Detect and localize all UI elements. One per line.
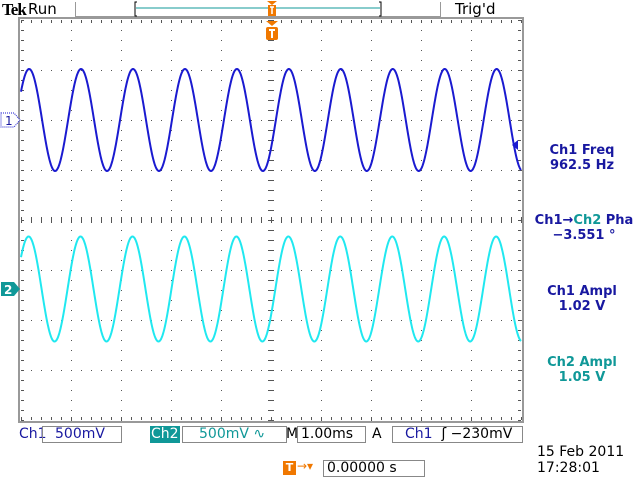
record-view-bar (134, 1, 382, 17)
timebase-prefix: M (286, 426, 299, 442)
ch2-waveform (20, 235, 522, 343)
bandwidth-limit-icon: ∿ (253, 426, 266, 442)
trigger-setting[interactable]: Ch1 ʃ −230mV (392, 426, 523, 443)
timebase-scale[interactable]: 1.00ms (297, 426, 366, 443)
measurement-ch1-ampl: Ch1 Ampl 1.02 V (547, 284, 617, 314)
arrow-icon: →▾ (297, 459, 314, 473)
trigger-marker-icon: T (283, 461, 296, 475)
ch1-label[interactable]: Ch1 (19, 426, 47, 442)
measurement-ch2-ampl: Ch2 Ampl 1.05 V (547, 355, 617, 385)
ch2-scale[interactable]: 500mV ∿ (182, 426, 287, 443)
ch1-waveform (20, 67, 522, 173)
ch2-ground-marker[interactable]: 2 (1, 282, 20, 297)
record-bracket (134, 1, 382, 17)
tek-logo: Tek (2, 0, 27, 19)
date: 15 Feb 2011 (537, 444, 625, 460)
measurement-ch1-freq: Ch1 Freq 962.5 Hz (549, 143, 615, 173)
trigger-status: Trig'd (455, 0, 496, 18)
svg-text:1: 1 (5, 114, 13, 128)
divider (440, 2, 441, 17)
divider (75, 2, 76, 17)
measurement-phase: Ch1→Ch2 Pha −3.551 ° (534, 213, 634, 243)
ch2-label[interactable]: Ch2 (150, 426, 180, 443)
trigger-position-icon (266, 1, 278, 40)
rising-edge-icon: ʃ (441, 426, 447, 442)
trigger-prefix: A (372, 426, 382, 442)
ch1-ground-marker[interactable]: 1 (0, 112, 21, 128)
divider (75, 16, 440, 17)
graticule (18, 17, 524, 423)
time: 17:28:01 (537, 460, 600, 476)
trigger-position[interactable]: 0.00000 s (323, 460, 425, 477)
trigger-level-icon (512, 140, 518, 150)
svg-text:2: 2 (4, 283, 12, 297)
ch1-scale[interactable]: 500mV (42, 426, 122, 443)
acquisition-state: Run (28, 0, 57, 18)
